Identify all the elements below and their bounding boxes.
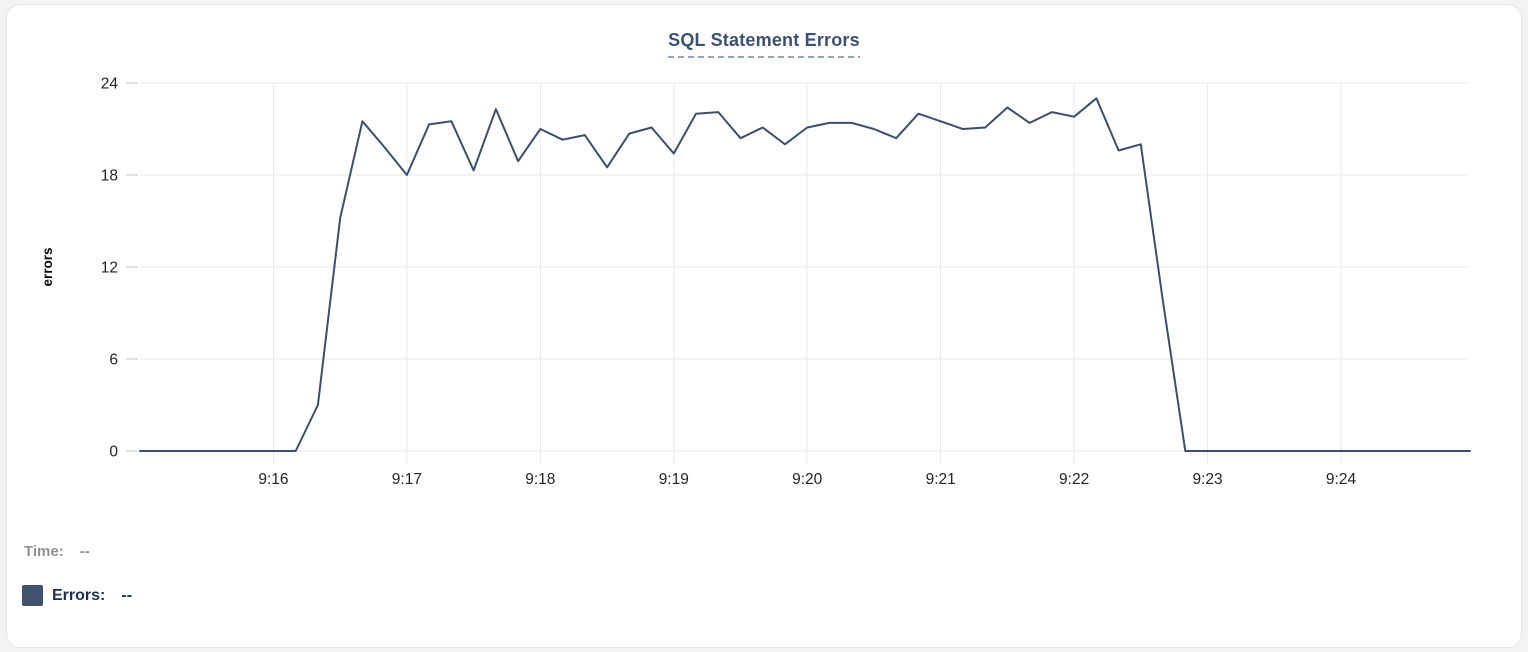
- chart-header: SQL Statement Errors: [0, 30, 1528, 58]
- x-tick-label: 9:24: [1326, 471, 1357, 488]
- y-tick-label: 18: [101, 168, 118, 185]
- chart-card: [6, 4, 1522, 648]
- x-tick-label: 9:21: [926, 471, 956, 488]
- errors-series-line[interactable]: [139, 97, 1471, 452]
- errors-value: --: [121, 586, 133, 604]
- y-tick-label: 24: [101, 76, 119, 93]
- time-value: --: [79, 543, 90, 560]
- x-tick-label: 9:17: [392, 471, 422, 488]
- x-tick-label: 9:18: [525, 471, 555, 488]
- chart-title[interactable]: SQL Statement Errors: [668, 30, 860, 58]
- y-tick-label: 6: [109, 352, 118, 369]
- errors-label: Errors:: [52, 586, 106, 604]
- y-tick-label: 0: [109, 444, 118, 461]
- y-axis-name: errors: [40, 247, 55, 286]
- x-tick-label: 9:23: [1192, 471, 1222, 488]
- errors-series-swatch: [22, 585, 43, 606]
- x-tick-label: 9:16: [258, 471, 288, 488]
- tooltip-time-readout: Time: --: [24, 543, 90, 560]
- y-tick-label: 12: [101, 260, 118, 277]
- chart-svg[interactable]: 0 6 12 18 24 9:16 9:17 9:18 9:19 9:20 9:21 9:22 9:23…: [0, 0, 1528, 505]
- legend-errors-row[interactable]: Errors: --: [22, 585, 132, 606]
- x-tick-label: 9:22: [1059, 471, 1089, 488]
- time-label: Time:: [24, 543, 64, 560]
- x-tick-label: 9:20: [792, 471, 823, 488]
- x-tick-label: 9:19: [659, 471, 689, 488]
